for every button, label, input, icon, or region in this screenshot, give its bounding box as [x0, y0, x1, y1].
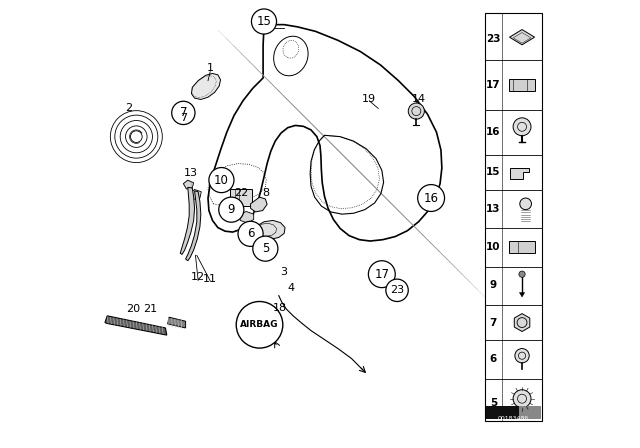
Polygon shape — [189, 190, 202, 199]
Text: 12: 12 — [191, 272, 205, 282]
Polygon shape — [208, 25, 442, 241]
Polygon shape — [239, 211, 253, 223]
Text: 19: 19 — [362, 95, 376, 104]
FancyBboxPatch shape — [519, 406, 541, 419]
Text: 6: 6 — [490, 354, 497, 364]
Text: 23: 23 — [390, 285, 404, 295]
Text: 7: 7 — [180, 113, 187, 123]
Text: 16: 16 — [486, 127, 500, 137]
Polygon shape — [509, 30, 534, 45]
Text: 17: 17 — [486, 80, 500, 90]
Circle shape — [219, 197, 244, 222]
Polygon shape — [255, 220, 285, 239]
Text: 11: 11 — [204, 274, 217, 284]
FancyBboxPatch shape — [485, 13, 542, 421]
Text: 10: 10 — [214, 173, 229, 187]
Circle shape — [238, 221, 263, 246]
FancyBboxPatch shape — [230, 189, 252, 206]
Circle shape — [513, 118, 531, 136]
Circle shape — [253, 236, 278, 261]
Polygon shape — [186, 191, 201, 261]
Text: 7: 7 — [490, 318, 497, 327]
Circle shape — [515, 349, 529, 363]
Polygon shape — [251, 197, 267, 212]
Circle shape — [369, 261, 396, 288]
Text: 21: 21 — [143, 304, 157, 314]
Text: AIRBAG: AIRBAG — [240, 320, 279, 329]
Circle shape — [252, 9, 276, 34]
Text: 23: 23 — [486, 34, 500, 44]
Circle shape — [418, 185, 445, 211]
Text: 4: 4 — [287, 283, 294, 293]
Text: 5: 5 — [262, 242, 269, 255]
Text: 18: 18 — [273, 303, 287, 313]
Text: 5: 5 — [490, 398, 497, 408]
Text: 3: 3 — [281, 267, 287, 277]
Text: 13: 13 — [184, 168, 198, 178]
Polygon shape — [191, 73, 221, 99]
Circle shape — [519, 271, 525, 277]
Polygon shape — [105, 316, 167, 335]
Circle shape — [520, 198, 531, 210]
FancyBboxPatch shape — [509, 241, 536, 253]
FancyBboxPatch shape — [509, 79, 536, 91]
Text: 00183486: 00183486 — [498, 416, 529, 421]
Circle shape — [408, 103, 424, 119]
Text: 22: 22 — [234, 188, 249, 198]
Circle shape — [172, 101, 195, 125]
Text: 20: 20 — [125, 304, 140, 314]
Polygon shape — [168, 317, 186, 328]
Text: 1: 1 — [207, 63, 214, 73]
Circle shape — [513, 390, 531, 408]
Text: 6: 6 — [247, 227, 254, 241]
Text: 13: 13 — [486, 204, 500, 214]
Text: 7: 7 — [180, 106, 187, 120]
Circle shape — [386, 279, 408, 302]
Text: 16: 16 — [424, 191, 438, 205]
Text: 14: 14 — [412, 94, 426, 103]
Text: 10: 10 — [486, 242, 500, 252]
Text: 15: 15 — [257, 15, 271, 28]
Polygon shape — [515, 314, 530, 332]
Text: 15: 15 — [486, 168, 500, 177]
Text: 2: 2 — [125, 103, 132, 112]
Polygon shape — [509, 168, 529, 179]
Circle shape — [209, 168, 234, 193]
Circle shape — [236, 302, 283, 348]
FancyBboxPatch shape — [486, 406, 519, 419]
Polygon shape — [520, 293, 525, 297]
Text: 9: 9 — [490, 280, 497, 290]
Text: 17: 17 — [374, 267, 389, 281]
Polygon shape — [180, 187, 195, 254]
Polygon shape — [184, 180, 194, 189]
Text: 9: 9 — [228, 203, 235, 216]
Text: 8: 8 — [262, 188, 269, 198]
